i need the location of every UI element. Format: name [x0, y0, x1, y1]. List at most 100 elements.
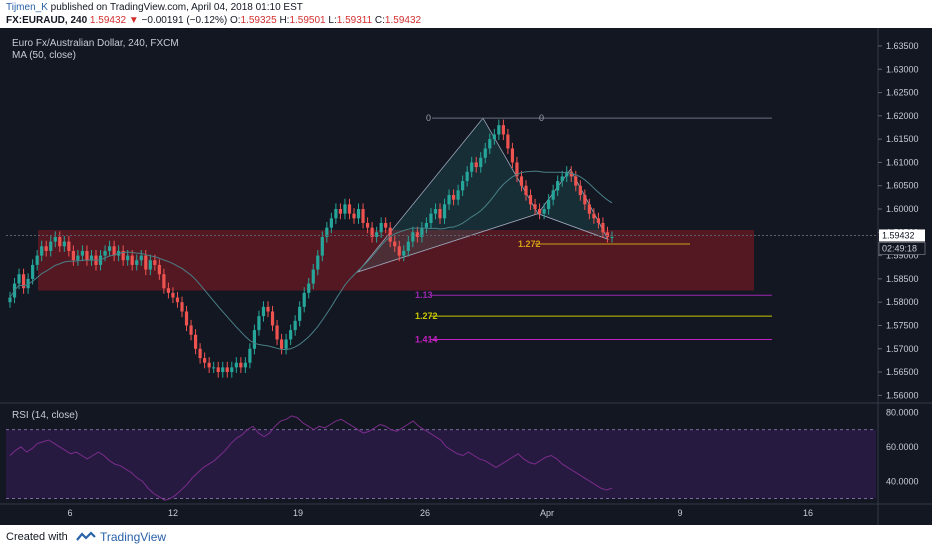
candle-body [76, 255, 80, 261]
candle-body [447, 195, 451, 205]
candle-body [157, 264, 161, 275]
candle-body [298, 306, 302, 321]
candle-body [461, 181, 465, 191]
price-tick-label: 1.63000 [886, 64, 919, 74]
candle-body [519, 176, 524, 186]
candle-body [474, 162, 478, 168]
candle-body [551, 190, 555, 200]
candle-body [451, 195, 456, 200]
header: Tijmen_K published on TradingView.com, A… [0, 0, 932, 28]
candle-body [406, 241, 410, 251]
fib-label: 1.13 [415, 290, 433, 300]
open-value: 1.59325 [240, 15, 277, 26]
high-value: 1.59501 [289, 15, 326, 26]
price-tick-label: 1.59000 [886, 251, 919, 261]
rsi-band [6, 429, 876, 499]
countdown-box [878, 241, 926, 255]
change-arrow-icon: ▼ [128, 15, 139, 26]
candle-body [592, 213, 596, 219]
low-label: L: [328, 15, 337, 26]
price-tick-label: 1.61500 [886, 134, 919, 144]
price-tick-label: 1.62500 [886, 88, 919, 98]
candle-body [524, 185, 528, 196]
candle-body [252, 330, 257, 349]
last-price-box [879, 229, 925, 242]
price-tick-label: 1.58500 [886, 274, 919, 284]
candle-body [343, 204, 347, 214]
supply-zone [38, 229, 754, 291]
rsi-legend[interactable]: RSI (14, close) [12, 410, 79, 421]
time-tick-label: 16 [803, 508, 813, 518]
publish-line: Tijmen_K published on TradingView.com, A… [6, 2, 303, 13]
rsi-tick-label: 60.0000 [886, 442, 919, 452]
author-link[interactable]: Tijmen_K [6, 2, 48, 13]
price-tick-label: 1.56000 [886, 390, 919, 400]
price-tick-label: 1.60500 [886, 181, 919, 191]
candle-body [207, 362, 211, 368]
candle-body [44, 246, 48, 251]
candle-body [574, 176, 578, 186]
candle-body [388, 227, 392, 242]
candle-body [556, 181, 560, 191]
candle-body [501, 125, 505, 135]
time-tick-label: 26 [420, 508, 430, 518]
candle-body [203, 358, 207, 363]
candle-body [293, 320, 297, 331]
time-tick-label: 19 [293, 508, 303, 518]
ma-legend[interactable]: MA (50, close) [12, 50, 76, 61]
candle-body [279, 339, 284, 349]
candle-body [361, 209, 365, 223]
candle-body [424, 222, 429, 228]
candle-body [257, 316, 261, 331]
candle-body [49, 241, 53, 251]
candle-body [180, 302, 184, 312]
price-tick-label: 1.60000 [886, 204, 919, 214]
candle-body [352, 213, 356, 219]
time-tick-label: 6 [67, 508, 72, 518]
low-value: 1.59311 [336, 15, 373, 26]
fib-label: 1.272 [415, 311, 438, 321]
candle-body [307, 283, 311, 293]
candle-body [537, 209, 542, 214]
candle-body [488, 139, 492, 149]
time-tick-label: 12 [168, 508, 178, 518]
last-price: 1.59432 [89, 15, 127, 26]
candle-body [261, 306, 266, 317]
candle-body [465, 171, 469, 182]
candle-body [31, 264, 35, 279]
footer: Created with TradingView [0, 525, 932, 550]
chart-area[interactable]: 1.272 1.13 1.272 1.414 0 0 1.63500 1.63000 1.625… [0, 28, 932, 525]
candle-body [384, 222, 388, 228]
candle-body [230, 367, 234, 373]
open-label: O: [229, 15, 241, 26]
candle-body [221, 367, 225, 373]
close-label: C: [374, 15, 385, 26]
candle-body [135, 260, 139, 265]
candle-body [243, 362, 247, 368]
candle-body [316, 255, 320, 270]
price-tick-label: 1.62000 [886, 111, 919, 121]
candle-body [325, 227, 329, 237]
candle-body [302, 292, 306, 307]
candle-body [289, 330, 293, 340]
candle-body [107, 246, 112, 251]
tradingview-brand[interactable]: TradingView [100, 530, 167, 544]
price-tick-label: 1.61000 [886, 157, 919, 167]
candle-body [379, 222, 383, 233]
candle-body [470, 162, 474, 172]
chart-canvas[interactable]: 1.272 1.13 1.272 1.414 0 0 1.63500 1.63000 1.625… [0, 28, 932, 525]
candle-body [497, 125, 501, 135]
candle-body [578, 185, 582, 196]
candle-body [71, 250, 75, 261]
candle-body [225, 367, 229, 373]
candle-body [492, 134, 496, 140]
candle-body [89, 255, 94, 261]
candle-body [148, 260, 152, 270]
candle-body [375, 232, 379, 237]
countdown-label: 02:49:18 [882, 243, 917, 253]
candle-body [171, 292, 175, 298]
candle-body [479, 157, 483, 168]
time-tick-label: Apr [540, 508, 554, 518]
candle-body [365, 222, 370, 228]
candle-body [126, 255, 130, 261]
